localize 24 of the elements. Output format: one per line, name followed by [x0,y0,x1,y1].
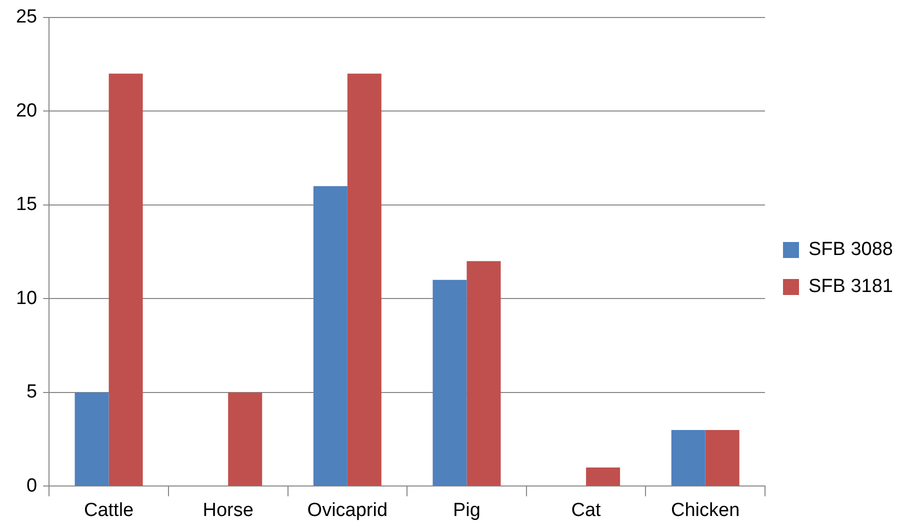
x-tick-label: Ovicaprid [307,500,388,521]
bar [74,392,109,486]
y-tick-label: 5 [26,382,38,403]
bar [313,186,348,486]
bar [347,74,382,486]
bar [586,467,620,486]
x-tick-label: Chicken [671,500,740,521]
y-tick-label: 20 [16,100,38,122]
bar [228,392,262,486]
y-tick-label: 15 [16,194,38,216]
legend-label: SFB 3088 [808,239,893,260]
y-tick-label: 0 [26,475,38,496]
bar [432,280,467,486]
bar [466,261,501,486]
bar [671,430,706,486]
x-tick-label: Horse [202,500,254,521]
bar [108,74,143,486]
legend-label: SFB 3181 [808,276,893,298]
x-tick-label: Cattle [84,500,134,521]
x-tick-label: Pig [452,500,480,521]
x-tick-label: Cat [571,500,602,521]
bar [705,430,740,486]
y-tick-label: 10 [16,288,38,309]
y-tick-label: 25 [16,6,38,28]
